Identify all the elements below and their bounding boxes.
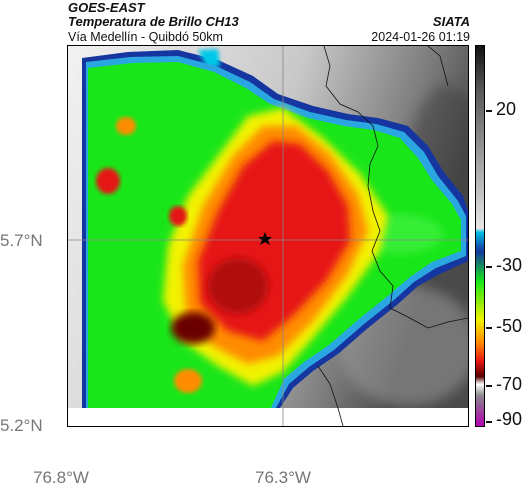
border-line [317,365,344,426]
colorbar-tick [486,110,492,112]
cold-spot [116,117,136,135]
border-line [427,46,449,87]
colorbar-tick [486,385,492,387]
colorbar-label-minus70: -70 [496,374,523,394]
cold-spot [174,369,202,393]
cloud-core-darkred [171,312,215,344]
colorbar-label-minus30: -30 [496,255,523,275]
cold-spot [96,168,120,194]
colorbar-tick [486,266,492,268]
colorbar-label-minus90: -90 [496,409,523,429]
lon-label-76p3: 76.3°W [255,468,311,487]
colorbar-tick [486,327,492,329]
colorbar [475,45,485,427]
location-star-icon [258,232,272,245]
route-label: Vía Medellín - Quibdó 50km [68,30,223,44]
lat-label-5p7: 5.7°N [0,231,43,250]
border-line [405,315,468,329]
colorbar-tick [486,421,492,423]
datetime-label: 2024-01-26 01:19 [371,30,470,44]
border-line [323,46,407,317]
cloud-edge-cyan [198,49,220,70]
cloud-core-darkred [208,258,268,314]
lat-label-5p2: 5.2°N [0,416,43,435]
lon-label-76p8: 76.8°W [33,468,89,487]
colorbar-label-20: 20 [496,99,517,119]
colorbar-label-minus50: -50 [496,316,523,336]
map-subtitle: Temperatura de Brillo CH13 [68,14,239,29]
brand-label: SIATA [432,14,470,29]
map-canvas [68,46,468,426]
map-title: GOES-EAST [68,0,145,15]
cold-spot [169,206,187,226]
satellite-map[interactable] [67,45,469,427]
no-data-strip [68,408,468,426]
